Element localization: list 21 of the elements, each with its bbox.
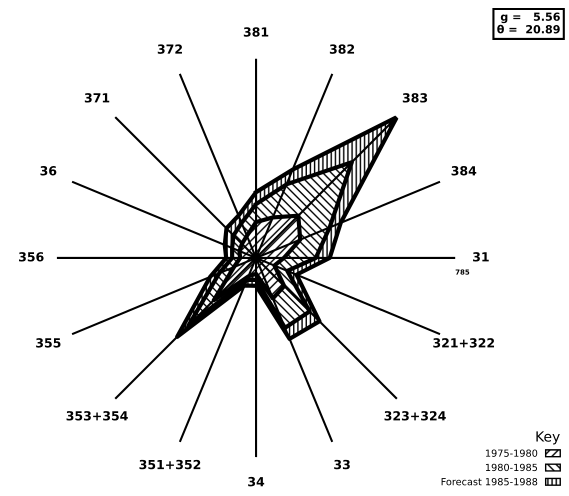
spoke-label: 382 [330,44,354,54]
legend-label: Forecast 1985-1988 [442,478,538,486]
spoke-label: 356 [18,252,44,262]
spoke-label: 34 [248,476,264,486]
spoke-label: 381 [244,27,268,37]
spoke-label: 372 [158,44,182,54]
spoke-label: 351+352 [140,460,200,470]
spoke-label: 355 [36,338,60,348]
spoke-label: 384 [452,166,476,176]
spoke-label: 36 [40,166,56,176]
legend-label: 1975-1980 [486,449,538,457]
spoke-label: 33 [334,460,350,470]
legend-label: 1980-1985 [486,464,538,472]
spoke-label: 31 [473,252,489,262]
spoke-label: 353+354 [66,411,128,421]
spoke-label: 371 [84,93,110,103]
legend-title: Key [536,431,560,444]
spoke-label: 323+324 [384,411,446,421]
spoke-label: 321+322 [433,338,494,348]
text: g = 5.56 θ = 20.89 [497,12,560,34]
spoke-label: 383 [402,93,428,103]
